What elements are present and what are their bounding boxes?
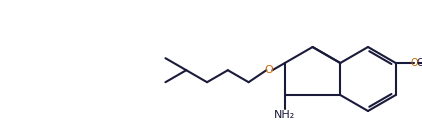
Text: O: O <box>411 58 419 68</box>
Text: O: O <box>264 65 273 75</box>
Text: CH₃: CH₃ <box>417 58 422 68</box>
Text: NH₂: NH₂ <box>274 110 295 120</box>
